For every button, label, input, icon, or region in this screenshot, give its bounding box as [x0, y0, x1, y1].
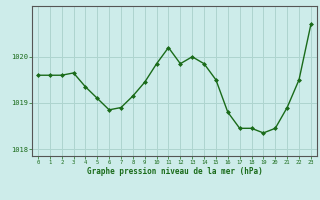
X-axis label: Graphe pression niveau de la mer (hPa): Graphe pression niveau de la mer (hPa) [86, 167, 262, 176]
